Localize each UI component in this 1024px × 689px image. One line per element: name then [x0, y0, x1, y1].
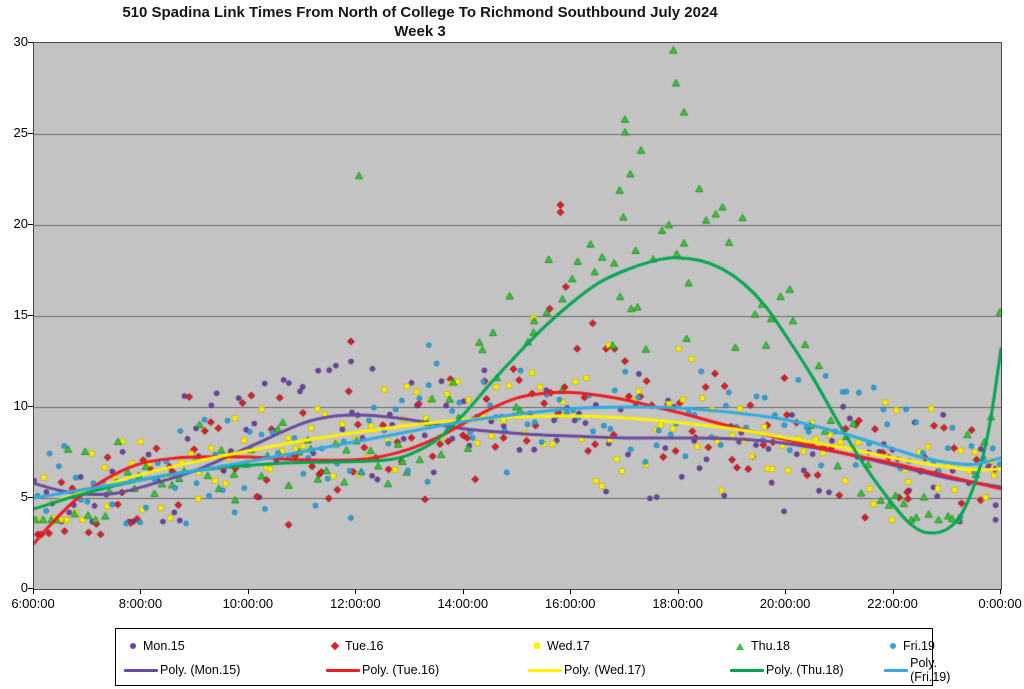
x-axis-tick	[892, 589, 894, 594]
circle-marker-icon	[130, 643, 136, 649]
legend-label: Poly. (Mon.15)	[160, 663, 241, 677]
y-axis-label: 5	[20, 489, 28, 504]
y-axis-tick	[28, 133, 33, 134]
legend-item-wed-17: Wed.17	[534, 636, 590, 656]
x-axis-label: 6:00:00	[11, 596, 55, 611]
legend-label: Wed.17	[547, 639, 590, 653]
x-axis-tick	[140, 589, 142, 594]
x-axis-label: 8:00:00	[118, 596, 163, 611]
y-axis-tick	[28, 497, 33, 498]
x-axis-label: 0:00:00	[978, 596, 1022, 611]
legend-label: Poly. (Thu.18)	[766, 663, 844, 677]
legend-item-poly-mon-15: Poly. (Mon.15)	[124, 660, 240, 680]
y-axis-label: 15	[13, 307, 28, 322]
legend-item-thu-18: Thu.18	[736, 636, 790, 656]
x-axis-tick	[462, 589, 464, 594]
x-axis-label: 16:00:00	[544, 596, 596, 611]
y-axis-tick	[28, 588, 33, 589]
x-axis-tick	[33, 589, 34, 594]
triangle-marker-icon	[736, 642, 744, 650]
trendline-sample-icon	[528, 668, 562, 672]
square-marker-icon	[534, 643, 540, 649]
legend-label: Poly. (Tue.16)	[362, 663, 440, 677]
y-axis-tick	[28, 224, 33, 225]
x-axis-label: 14:00:00	[437, 596, 489, 611]
x-axis-tick	[785, 589, 787, 594]
x-axis-tick	[1000, 589, 1001, 594]
x-axis-label: 18:00:00	[652, 596, 703, 611]
legend-item-poly-wed-17: Poly. (Wed.17)	[528, 660, 646, 680]
chart-subtitle: Week 3	[394, 23, 446, 40]
legend-item-tue-16: Tue.16	[330, 636, 384, 656]
legend-item-poly-thu-18: Poly. (Thu.18)	[730, 660, 844, 680]
y-axis-label: 0	[20, 580, 28, 595]
trendline-sample-icon	[326, 668, 360, 672]
legend-item-mon-15: Mon.15	[130, 636, 185, 656]
y-axis-label: 30	[13, 34, 28, 49]
legend-label: Thu.18	[751, 639, 790, 653]
x-axis-tick	[570, 589, 572, 594]
legend-item-poly-fri-19: Poly. (Fri.19)	[884, 656, 960, 684]
trendline-sample-icon	[730, 668, 764, 672]
legend-label: Poly. (Fri.19)	[910, 656, 951, 684]
legend-item-fri-19: Fri.19	[890, 636, 935, 656]
y-axis-label: 25	[13, 125, 28, 140]
circle-marker-icon	[890, 643, 896, 649]
plot-area	[33, 42, 1002, 590]
diamond-marker-icon	[330, 641, 340, 651]
x-axis-label: 22:00:00	[867, 596, 918, 611]
x-axis-label: 20:00:00	[759, 596, 811, 611]
x-axis-tick	[247, 589, 249, 594]
y-axis-tick	[28, 315, 33, 316]
legend: Mon.15 Poly. (Mon.15) Tue.16 Poly. (Tue.16)…	[115, 628, 950, 686]
legend-label: Mon.15	[143, 639, 185, 653]
trendline-sample-icon	[124, 668, 158, 672]
plot-canvas	[34, 43, 1001, 589]
legend-label: Fri.19	[903, 639, 935, 653]
x-axis-tick	[355, 589, 357, 594]
x-axis-label: 10:00:00	[222, 596, 274, 611]
legend-label: Poly. (Wed.17)	[564, 663, 646, 677]
y-axis-tick	[28, 406, 33, 407]
trendline-sample-icon	[884, 668, 909, 672]
y-axis-label: 10	[13, 398, 28, 413]
legend-item-poly-tue-16: Poly. (Tue.16)	[326, 660, 439, 680]
chart-title: 510 Spadina Link Times From North of Col…	[122, 4, 718, 21]
x-axis-tick	[677, 589, 679, 594]
y-axis-tick	[28, 42, 33, 43]
x-axis-label: 12:00:00	[330, 596, 381, 611]
y-axis-label: 20	[13, 216, 28, 231]
legend-label: Tue.16	[345, 639, 384, 653]
